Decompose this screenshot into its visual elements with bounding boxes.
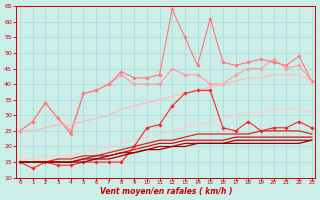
- X-axis label: Vent moyen/en rafales ( km/h ): Vent moyen/en rafales ( km/h ): [100, 187, 232, 196]
